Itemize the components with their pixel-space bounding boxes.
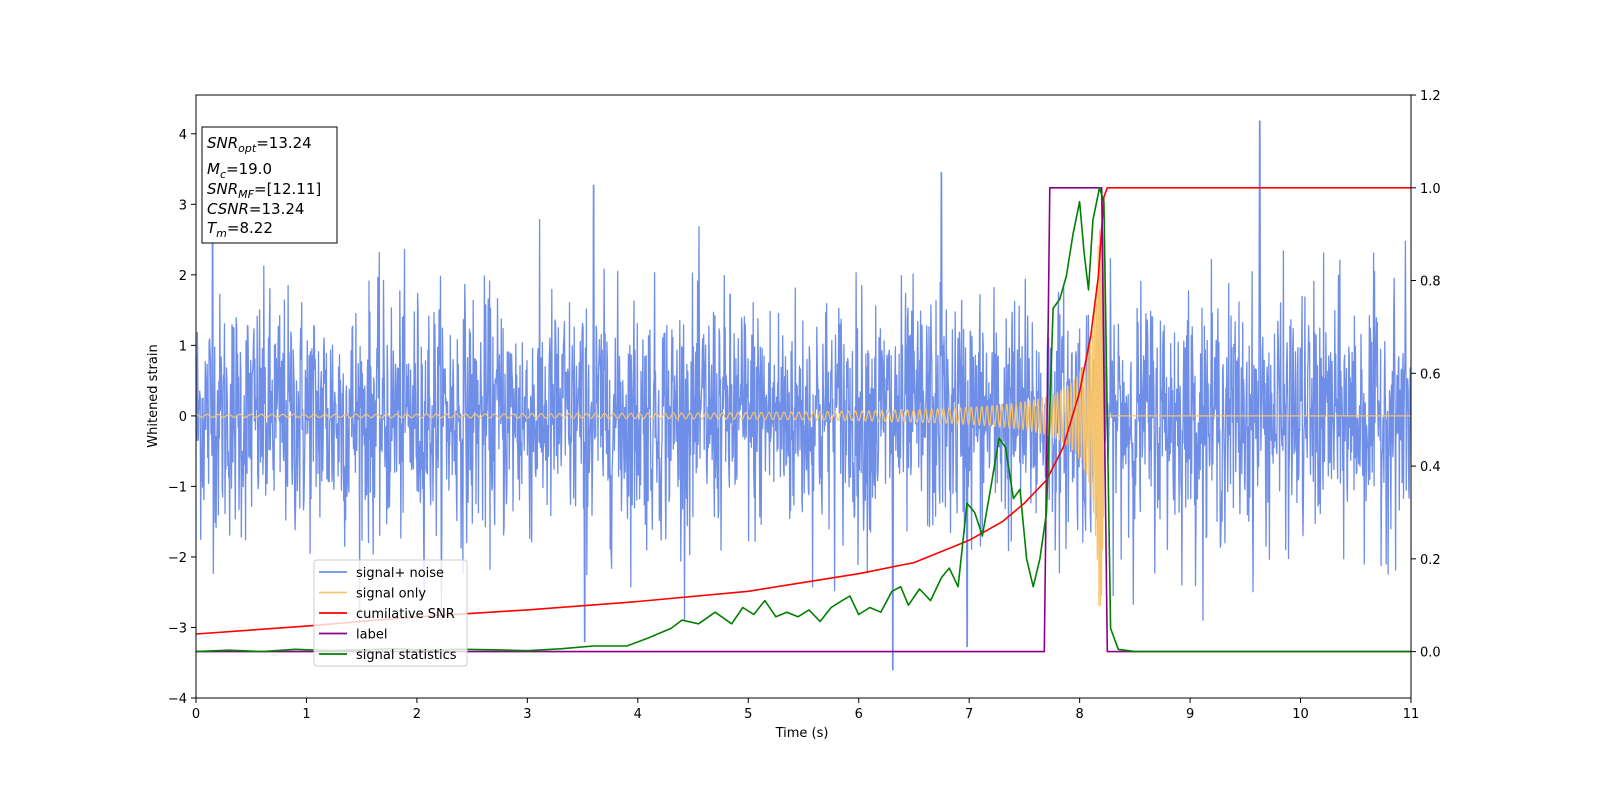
y-tick-label: 4: [179, 128, 187, 143]
x-tick-label: 1: [302, 707, 310, 722]
y-tick-label: −2: [168, 551, 187, 566]
legend-frame: [313, 559, 468, 667]
y-tick-label: −4: [168, 692, 187, 707]
info-line: Tm=8.22: [207, 219, 273, 240]
x-tick-label: 10: [1292, 707, 1309, 722]
x-tick-label: 7: [965, 707, 973, 722]
legend-label: signal statistics: [356, 648, 457, 663]
series-line-signal-noise: [196, 120, 1411, 671]
x-tick-label: 9: [1186, 707, 1194, 722]
legend-label: label: [356, 628, 387, 643]
info-line: SNRMF=[12.11]: [207, 180, 321, 201]
x-tick-label: 2: [413, 707, 421, 722]
y2-tick-label: 0.6: [1420, 367, 1441, 382]
info-line: CSNR=13.24: [207, 200, 304, 218]
legend-label: signal+ noise: [356, 566, 444, 581]
series-line-signal-statistics: [196, 187, 1411, 653]
y2-tick-label: 0.4: [1420, 460, 1441, 475]
info-line: SNRopt=13.24: [207, 134, 312, 155]
x-axis-title: Time (s): [775, 726, 829, 741]
y2-tick-label: 0.2: [1420, 553, 1441, 568]
y-tick-label: −3: [168, 621, 187, 636]
x-tick-label: 3: [523, 707, 531, 722]
series-layer: [196, 120, 1411, 671]
legend: signal+ noise signal only cumilative SNR la…: [313, 559, 468, 667]
series-line-cumilative-snr: [196, 187, 1411, 635]
axis-layer: 0 1 2 3 4 5 6 7 8 9 10 11 −4 −3 −2 −1 0 1 2 3 4 0.0 0.2 0.4 0.6 0…: [168, 89, 1441, 722]
x-tick-label: 0: [192, 707, 200, 722]
info-box: SNRopt=13.24 Mc=19.0SNRMF=[12.11]CSNR=13.…: [201, 126, 338, 244]
y-tick-label: −1: [168, 480, 187, 495]
y-tick-label: 1: [179, 339, 187, 354]
y2-tick-label: 1.0: [1420, 182, 1441, 197]
y2-tick-label: 0.0: [1420, 646, 1441, 661]
x-tick-label: 6: [855, 707, 863, 722]
legend-label: cumilative SNR: [356, 607, 455, 622]
y-tick-label: 2: [179, 269, 187, 284]
x-tick-label: 5: [744, 707, 752, 722]
x-tick-label: 11: [1403, 707, 1420, 722]
y-tick-label: 3: [179, 198, 187, 213]
info-box-frame: [201, 126, 338, 244]
series-line-signal-only: [196, 228, 1411, 607]
x-tick-label: 4: [634, 707, 642, 722]
y2-tick-label: 0.8: [1420, 275, 1441, 290]
x-tick-label: 8: [1075, 707, 1083, 722]
y-tick-label: 0: [179, 410, 187, 425]
y2-tick-label: 1.2: [1420, 89, 1441, 104]
y-axis-title: Whitened strain: [146, 344, 161, 447]
plot-frame: [195, 94, 1412, 699]
info-line: Mc=19.0: [207, 160, 272, 181]
legend-label: signal only: [356, 587, 426, 602]
